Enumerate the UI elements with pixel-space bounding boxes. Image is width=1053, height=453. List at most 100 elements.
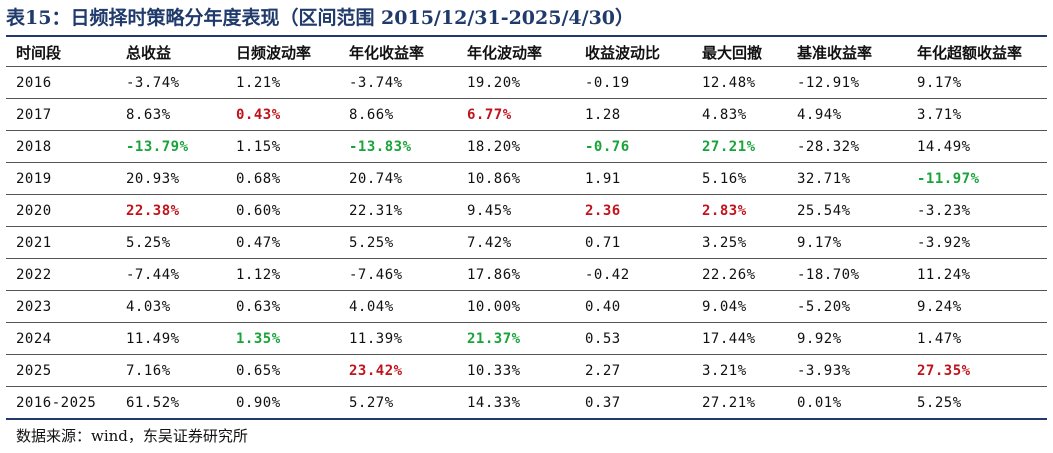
value-cell: 0.40 [575,290,692,323]
column-header: 年化收益率 [339,38,457,67]
value-cell: -13.83% [339,130,457,163]
value-cell: -3.93% [787,354,907,387]
value-cell: 0.68% [226,162,339,195]
value-cell: 18.20% [457,130,575,163]
value-cell: 5.16% [692,162,787,195]
value-cell: 9.92% [787,322,907,355]
title-divider [6,35,1047,37]
value-cell: 27.21% [692,130,787,163]
value-cell: 32.71% [787,162,907,195]
value-cell: -11.97% [907,162,1047,195]
value-cell: 14.33% [457,386,575,420]
value-cell: 11.39% [339,322,457,355]
value-cell: 0.47% [226,226,339,259]
value-cell: 1.35% [226,322,339,355]
value-cell: 1.12% [226,258,339,291]
performance-table: 时间段 总收益 日频波动率 年化收益率 年化波动率 收益波动比 最大回撤 基准收益率 年化超额收… [6,38,1047,420]
value-cell: 4.04% [339,290,457,323]
value-cell: 6.77% [457,98,575,131]
value-cell: 22.26% [692,258,787,291]
value-cell: 9.04% [692,290,787,323]
value-cell: 22.38% [116,194,226,227]
value-cell: 3.71% [907,98,1047,131]
column-header: 日频波动率 [226,38,339,67]
value-cell: 1.15% [226,130,339,163]
value-cell: 0.90% [226,386,339,420]
table-row: 2018 -13.79% 1.15% -13.83% 18.20% -0.76 27.21%… [6,130,1047,163]
value-cell: 2.83% [692,194,787,227]
value-cell: -7.46% [339,258,457,291]
value-cell: 27.35% [907,354,1047,387]
value-cell: 20.93% [116,162,226,195]
value-cell: 10.33% [457,354,575,387]
value-cell: 9.17% [907,66,1047,99]
value-cell: 17.86% [457,258,575,291]
table-row: 2019 20.93% 0.68% 20.74% 10.86% 1.91 5.16% 32.7… [6,162,1047,195]
table-row: 2022 -7.44% 1.12% -7.46% 17.86% -0.42 22.26% -1… [6,258,1047,291]
period-cell: 2016 [6,66,116,99]
value-cell: 8.63% [116,98,226,131]
value-cell: 11.24% [907,258,1047,291]
value-cell: 0.65% [226,354,339,387]
table-header-row: 时间段 总收益 日频波动率 年化收益率 年化波动率 收益波动比 最大回撤 基准收益率 年化超额收… [6,38,1047,67]
period-cell: 2023 [6,290,116,323]
period-cell: 2021 [6,226,116,259]
table-row: 2024 11.49% 1.35% 11.39% 21.37% 0.53 17.44% 9.9… [6,322,1047,355]
column-header: 最大回撤 [692,38,787,67]
value-cell: 7.42% [457,226,575,259]
data-source-note: 数据来源：wind，东吴证券研究所 [16,427,248,445]
value-cell: 9.17% [787,226,907,259]
table-row: 2020 22.38% 0.60% 22.31% 9.45% 2.36 2.83% 25.54… [6,194,1047,227]
value-cell: -13.79% [116,130,226,163]
value-cell: -12.91% [787,66,907,99]
value-cell: 27.21% [692,386,787,420]
value-cell: 1.91 [575,162,692,195]
value-cell: 25.54% [787,194,907,227]
period-cell: 2022 [6,258,116,291]
period-cell: 2017 [6,98,116,131]
value-cell: -0.76 [575,130,692,163]
column-header: 收益波动比 [575,38,692,67]
value-cell: -3.74% [339,66,457,99]
value-cell: 11.49% [116,322,226,355]
value-cell: 10.00% [457,290,575,323]
value-cell: 19.20% [457,66,575,99]
table-row: 2016 -3.74% 1.21% -3.74% 19.20% -0.19 12.48% -1… [6,66,1047,99]
value-cell: -3.74% [116,66,226,99]
value-cell: 9.24% [907,290,1047,323]
value-cell: -0.19 [575,66,692,99]
period-cell: 2016-2025 [6,386,116,420]
value-cell: 4.83% [692,98,787,131]
value-cell: 8.66% [339,98,457,131]
value-cell: 12.48% [692,66,787,99]
value-cell: 5.25% [116,226,226,259]
period-cell: 2024 [6,322,116,355]
table-row: 2023 4.03% 0.63% 4.04% 10.00% 0.40 9.04% -5.20%… [6,290,1047,323]
value-cell: 14.49% [907,130,1047,163]
column-header: 年化波动率 [457,38,575,67]
table-row: 2025 7.16% 0.65% 23.42% 10.33% 2.27 3.21% -3.93… [6,354,1047,387]
value-cell: 23.42% [339,354,457,387]
value-cell: 10.86% [457,162,575,195]
value-cell: 1.28 [575,98,692,131]
value-cell: 0.53 [575,322,692,355]
period-cell: 2018 [6,130,116,163]
column-header: 年化超额收益率 [907,38,1047,67]
value-cell: 5.25% [339,226,457,259]
column-header: 时间段 [6,38,116,67]
value-cell: -3.92% [907,226,1047,259]
value-cell: -3.23% [907,194,1047,227]
period-cell: 2020 [6,194,116,227]
value-cell: -7.44% [116,258,226,291]
value-cell: -5.20% [787,290,907,323]
value-cell: 0.01% [787,386,907,420]
value-cell: 22.31% [339,194,457,227]
table-title: 表15：日频择时策略分年度表现（区间范围 2015/12/31-2025/4/3… [6,7,635,29]
period-cell: 2019 [6,162,116,195]
value-cell: 0.43% [226,98,339,131]
value-cell: 0.37 [575,386,692,420]
value-cell: 0.63% [226,290,339,323]
value-cell: 20.74% [339,162,457,195]
column-header: 基准收益率 [787,38,907,67]
value-cell: 2.36 [575,194,692,227]
